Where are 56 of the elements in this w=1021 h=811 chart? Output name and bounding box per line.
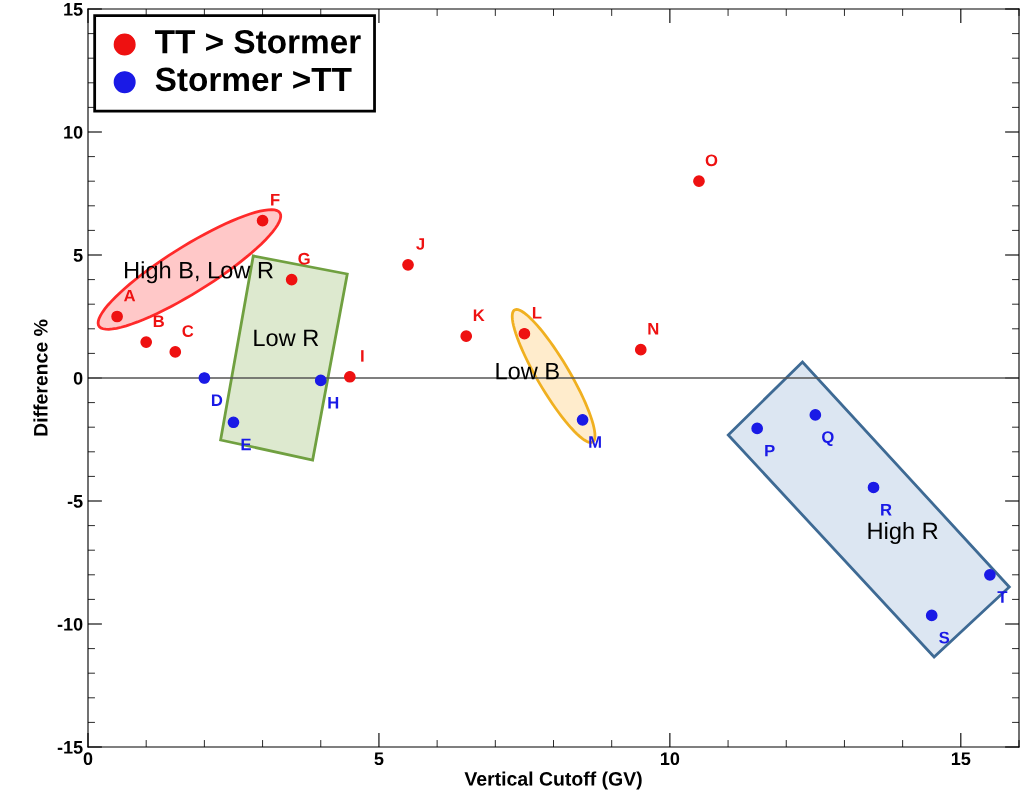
annotation: T	[997, 591, 1008, 603]
annotation: L	[532, 307, 542, 319]
x-tick-label: 10	[660, 752, 680, 766]
annotation: I	[361, 350, 364, 362]
point	[343, 370, 356, 383]
point	[460, 330, 473, 343]
annotation: M	[589, 436, 601, 448]
annotation: High R	[868, 521, 938, 544]
y-tick-label: -5	[67, 495, 83, 508]
point	[402, 258, 414, 271]
annotation: C	[182, 325, 194, 337]
point	[984, 568, 996, 581]
point	[925, 609, 938, 622]
point	[227, 416, 240, 429]
y-tick-label: 5	[73, 249, 83, 262]
point	[518, 327, 531, 340]
y-tick-label: -15	[57, 741, 83, 754]
point	[198, 372, 211, 384]
annotation: N	[648, 323, 659, 335]
annotation: Low R	[254, 329, 319, 347]
y-tick-label: 0	[73, 371, 83, 385]
point	[576, 413, 589, 426]
annotation: B	[153, 315, 164, 327]
annotation: G	[298, 252, 310, 265]
x-tick-label: 5	[374, 752, 384, 766]
annotation: K	[473, 309, 485, 322]
point	[314, 374, 327, 387]
y-axis-title: Difference %	[33, 319, 48, 436]
annotation: P	[765, 444, 775, 457]
annotation: Q	[822, 431, 834, 447]
point	[867, 481, 880, 494]
point	[809, 409, 822, 421]
x-tick-label: 0	[83, 752, 93, 766]
point	[169, 346, 182, 358]
y-tick-label: 15	[64, 3, 83, 16]
annotation: R	[881, 503, 892, 516]
annotation: J	[416, 238, 425, 250]
annotation: A	[123, 289, 136, 302]
legend-label: Stormer >TT	[155, 67, 352, 92]
point	[111, 310, 123, 323]
legend-label: TT > Stormer	[155, 29, 361, 54]
annotation: S	[939, 631, 950, 644]
y-tick-label: -10	[57, 617, 83, 631]
y-tick-label: 10	[64, 125, 83, 139]
annotation: D	[211, 394, 223, 406]
point	[751, 422, 764, 435]
x-axis-title: Vertical Cutoff (GV)	[464, 771, 642, 790]
point	[140, 336, 153, 348]
annotation: F	[271, 193, 280, 206]
annotation: O	[705, 154, 718, 167]
point	[693, 175, 705, 188]
x-tick-label: 15	[951, 752, 971, 766]
point	[256, 214, 269, 227]
point	[285, 273, 298, 286]
point	[634, 343, 647, 356]
annotation: H	[328, 396, 339, 409]
